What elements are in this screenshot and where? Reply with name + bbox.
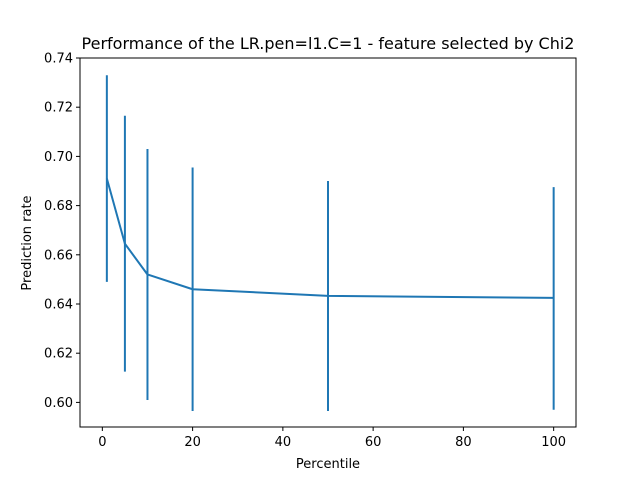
x-tick-label: 20	[184, 435, 201, 450]
x-tick-label: 40	[275, 435, 292, 450]
y-tick-label: 0.70	[44, 150, 73, 165]
y-axis-label: Prediction rate	[20, 195, 35, 290]
x-axis-label: Percentile	[296, 457, 360, 472]
y-tick-label: 0.64	[44, 298, 73, 313]
axes-frame	[79, 57, 577, 428]
plot-area: 0 20 40 60 80 100 0.60 0.62 0.64 0.66 0.68 0.70 0.72…	[44, 52, 577, 450]
chart-title: Performance of the LR.pen=l1.C=1 - featu…	[82, 34, 575, 53]
series-line	[105, 178, 554, 299]
x-tick-label: 60	[365, 435, 382, 450]
x-tick-label: 100	[541, 435, 566, 450]
y-tick-label: 0.62	[44, 347, 73, 362]
y-tick-label: 0.68	[44, 199, 73, 214]
y-tick-label: 0.66	[44, 248, 73, 263]
y-tick-label: 0.60	[44, 396, 73, 411]
y-tick-label: 0.72	[44, 101, 73, 116]
x-tick-label: 80	[455, 435, 472, 450]
x-tick-label: 0	[98, 435, 106, 450]
y-tick-label: 0.74	[44, 52, 73, 67]
